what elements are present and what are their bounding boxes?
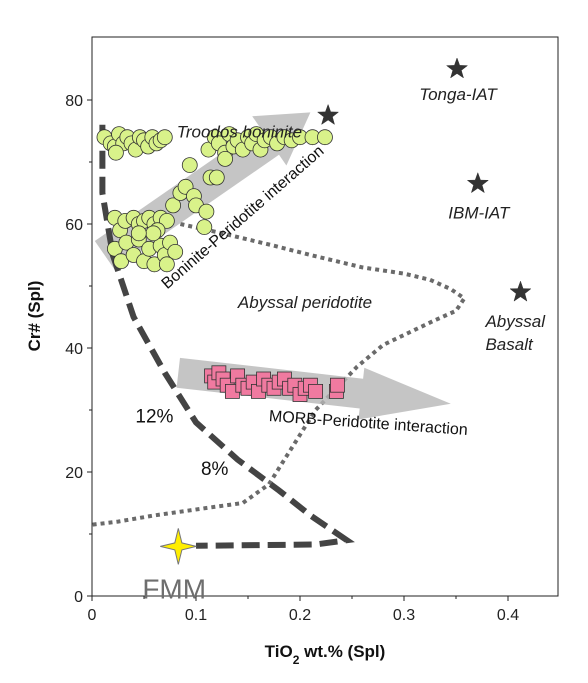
boninite-data-point [145,225,162,242]
abyssal-field-boundary [91,222,468,527]
y-tick-label: 0 [74,589,83,606]
y-tick-label: 60 [65,217,83,234]
x-axis-title: TiO2 wt.% (Spl) [265,642,386,667]
points-layer [96,126,345,402]
y-axis-title: Cr# (Spl) [25,281,44,352]
reference-label: Troodos boninite [177,123,302,142]
boninite-data-point [108,144,124,161]
boninite-data-point [181,157,198,174]
reference-star-marker [466,171,490,194]
boninite-data-point [130,225,147,242]
boninite-data-point [158,256,175,273]
boninite-data-point [196,219,213,236]
boninite-data-point [317,129,333,146]
boninite-data-point [167,243,184,260]
x-tick-label: 0.2 [289,607,311,624]
boninite-data-point [113,253,130,270]
fmm-star-marker [160,528,197,565]
axis-layer: 0 0.1 0.2 0.3 0.4 0 20 40 60 80 TiO2 wt.% (Spl) Cr#… [25,93,519,667]
boninite-data-point [208,169,225,186]
reference-label: IBM-IAT [448,204,511,223]
melting-percent-label: 12% [135,406,173,427]
morb-data-point [308,383,324,399]
reference-label: FMM [142,573,206,604]
boninite-data-point [217,150,234,167]
boninite-data-point [165,197,182,214]
reference-label: Basalt [485,335,534,354]
reference-star-marker [445,57,469,79]
plot-frame [91,36,559,597]
y-tick-label: 80 [65,93,83,110]
field-layer [91,222,468,527]
boninite-data-point [198,203,215,220]
reference-layer [160,57,532,565]
y-tick-label: 40 [65,341,83,358]
reference-star-marker [509,280,532,302]
y-tick-label: 20 [65,465,83,482]
reference-star-marker [316,103,340,125]
reference-label: Tonga-IAT [419,85,498,104]
x-tick-label: 0.3 [393,607,415,624]
morb-data-point [330,377,345,393]
x-tick-label: 0 [88,607,97,624]
x-tick-label: 0.1 [185,607,207,624]
x-tick-label: 0.4 [497,607,519,624]
reference-label: Abyssal [484,312,546,331]
boninite-data-point [156,129,173,146]
melting-percent-label: 8% [201,459,229,480]
field-label: Abyssal peridotite [237,293,372,312]
